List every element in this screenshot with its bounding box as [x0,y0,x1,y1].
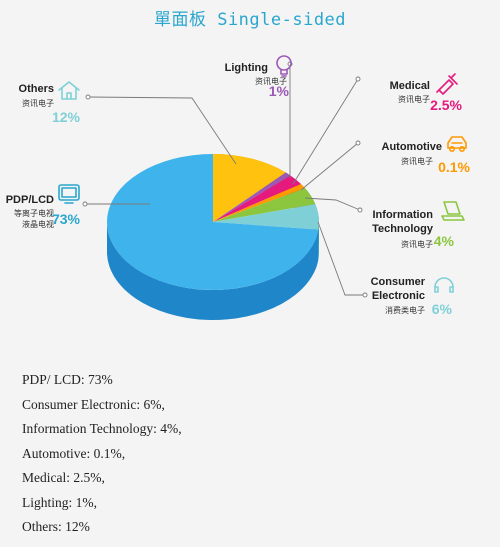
slice-others [213,154,286,222]
syringe-icon [436,73,458,95]
label-sub-pdp-0: 等离子电视 [14,208,54,218]
label-sub-lighting-0: 资讯电子 [255,76,287,86]
chart-title: 單面板 Single-sided [153,10,347,30]
label-pct-medical: 2.5% [430,97,462,113]
summary-line-pdp: PDP/ LCD: 73% [22,372,113,387]
summary-list: PDP/ LCD: 73% Consumer Electronic: 6%, I… [22,368,182,540]
leader-line-others [87,96,237,165]
label-pct-automotive: 0.1% [438,159,470,175]
bulb-icon [276,55,292,77]
label-name-consumer: Consumer [371,276,426,288]
slice-automotive [213,183,306,222]
label-name-others: Others [19,83,54,95]
slice-side-pdp [107,222,319,320]
label-name-automotive: Automotive [382,141,443,153]
summary-line-others: Others: 12% [22,519,90,534]
leader-line-automotive [300,142,359,191]
headphones-icon [434,277,454,293]
label-name-pdp: PDP/LCD [6,194,54,206]
slice-pdp [107,154,319,291]
label-sub-automotive-0: 资讯电子 [401,156,433,166]
label-name-medical: Medical [390,80,430,92]
label-pct-consumer: 6% [432,301,453,317]
leader-dot-pdp [82,201,88,207]
summary-line-info: Information Technology: 4%, [22,421,182,436]
car-icon [447,136,467,153]
summary-line-medical: Medical: 2.5%, [22,470,105,485]
pie-chart: PDP/LCD等离子电视液晶电视73%Others资讯电子12%Lighting… [6,55,471,320]
label-sub-medical-0: 资讯电子 [398,94,430,104]
leader-dot-medical [355,76,361,82]
label-name2-consumer: Electronic [372,290,425,302]
leader-dot-info [357,207,363,213]
summary-line-consumer: Consumer Electronic: 6%, [22,396,165,412]
slice-consumer [213,204,319,230]
slice-info [213,188,316,222]
label-pct-others: 12% [52,109,81,125]
summary-line-automotive: Automotive: 0.1%, [22,445,126,461]
leader-line-info [304,197,361,211]
summary-line-lighting: Lighting: 1%, [22,494,97,510]
label-name-lighting: Lighting [225,62,268,74]
leader-line-medical [292,78,359,185]
slice-medical [213,175,301,222]
leader-line-consumer [317,221,365,296]
label-pct-info: 4% [434,233,455,249]
label-pct-lighting: 1% [269,83,290,99]
label-sub-info-0: 资讯电子 [401,239,433,249]
label-sub-consumer-0: 消费类电子 [385,305,425,315]
label-pct-pdp: 73% [52,211,81,227]
house-icon [58,81,80,100]
laptop-icon [441,201,465,221]
slice-lighting [213,172,291,222]
tv-icon [58,184,80,204]
label-name-info: Information [373,209,434,221]
label-sub-pdp-1: 液晶电视 [22,219,54,229]
leader-dot-others [85,94,91,100]
label-sub-others-0: 资讯电子 [22,98,54,108]
leader-dot-consumer [362,292,368,298]
label-name2-info: Technology [372,223,434,235]
leader-dot-automotive [355,140,361,146]
